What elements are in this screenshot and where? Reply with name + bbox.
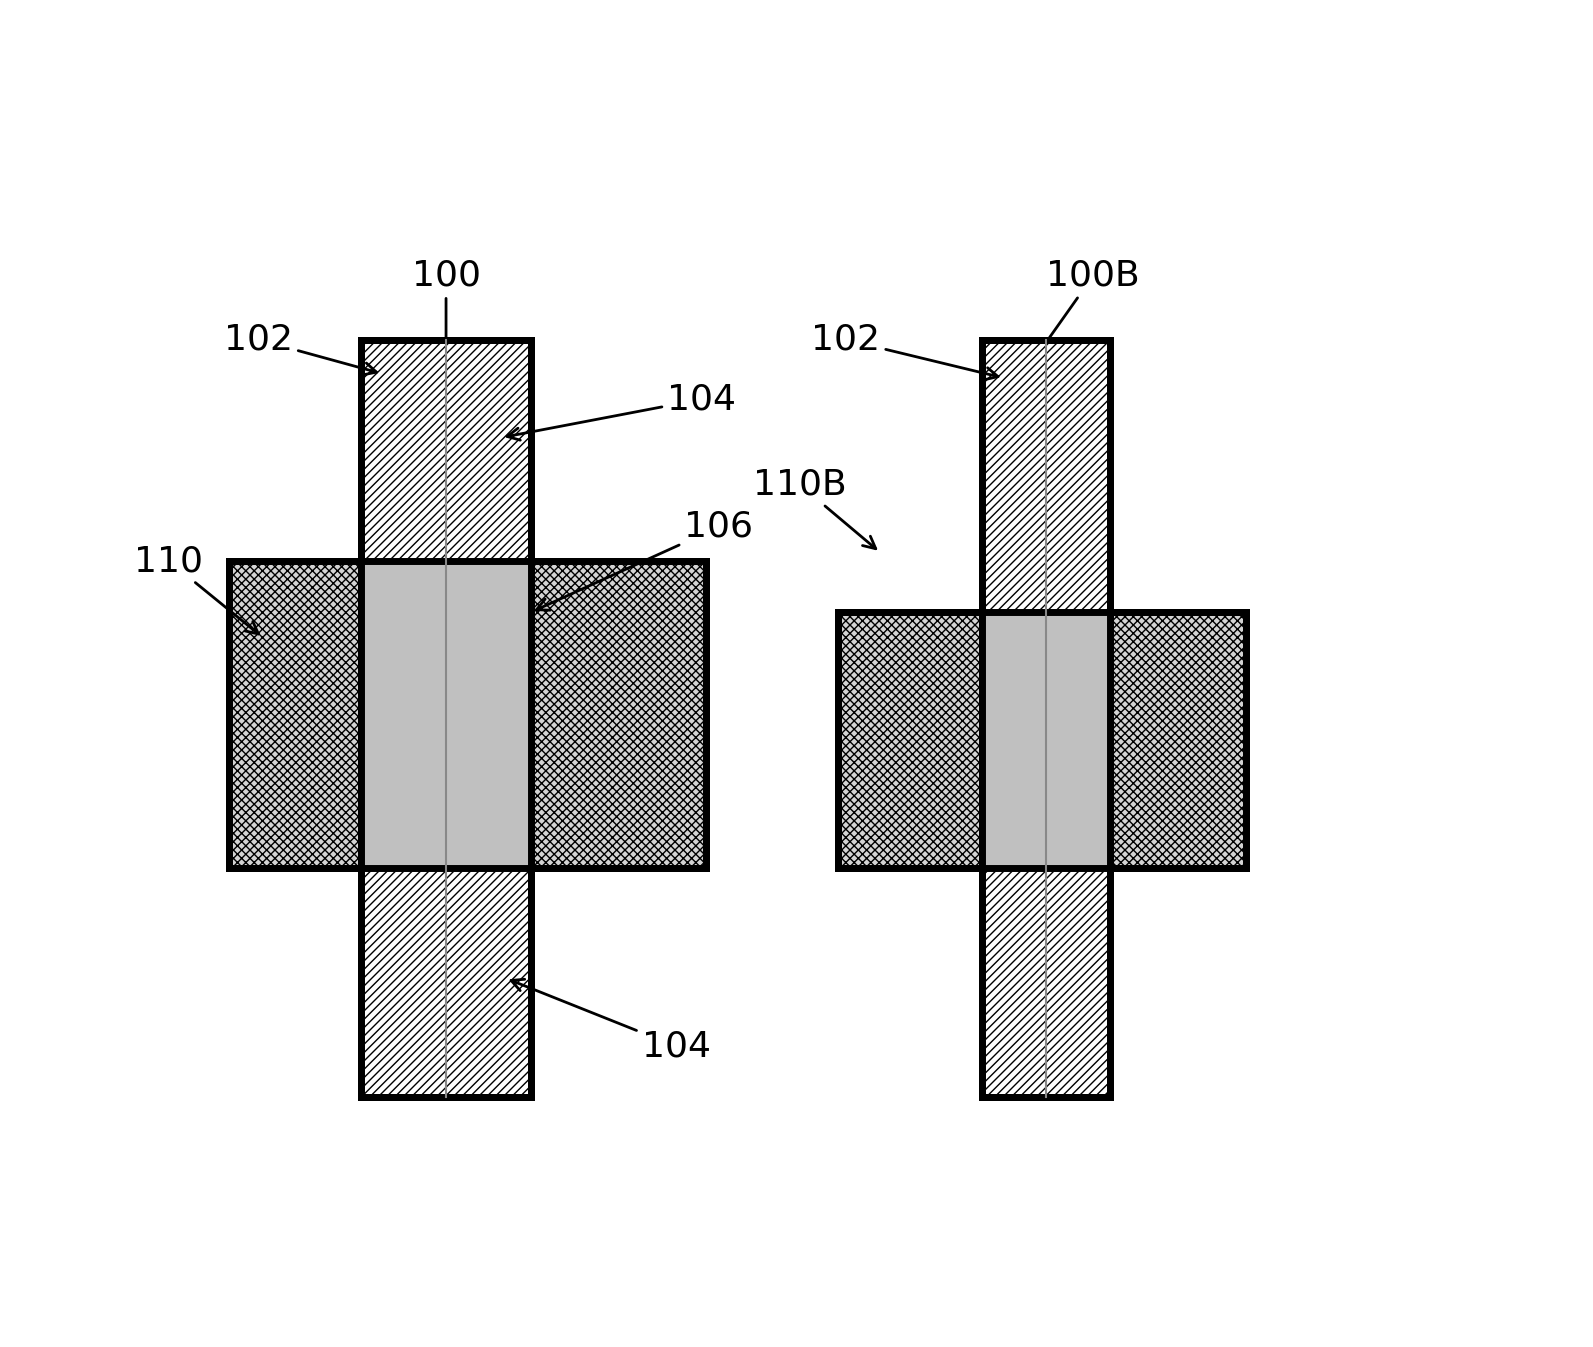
Text: 100B: 100B: [1047, 259, 1141, 337]
Text: 104: 104: [511, 979, 710, 1063]
Bar: [983, 339, 1110, 1098]
Bar: [362, 339, 530, 1098]
Text: 100: 100: [411, 259, 481, 337]
Bar: [983, 612, 1110, 867]
Text: 106: 106: [537, 511, 753, 610]
Bar: [229, 562, 706, 867]
Text: 102: 102: [223, 323, 376, 374]
Text: 110: 110: [134, 544, 258, 634]
Text: 102: 102: [811, 323, 997, 380]
Bar: [983, 339, 1110, 1098]
Bar: [838, 612, 1246, 867]
Bar: [838, 612, 1246, 867]
Bar: [229, 562, 706, 867]
Text: 104: 104: [507, 383, 736, 440]
Bar: [362, 562, 530, 867]
Bar: [362, 562, 530, 867]
Text: 110B: 110B: [752, 467, 876, 548]
Bar: [983, 612, 1110, 867]
Bar: [362, 339, 530, 1098]
